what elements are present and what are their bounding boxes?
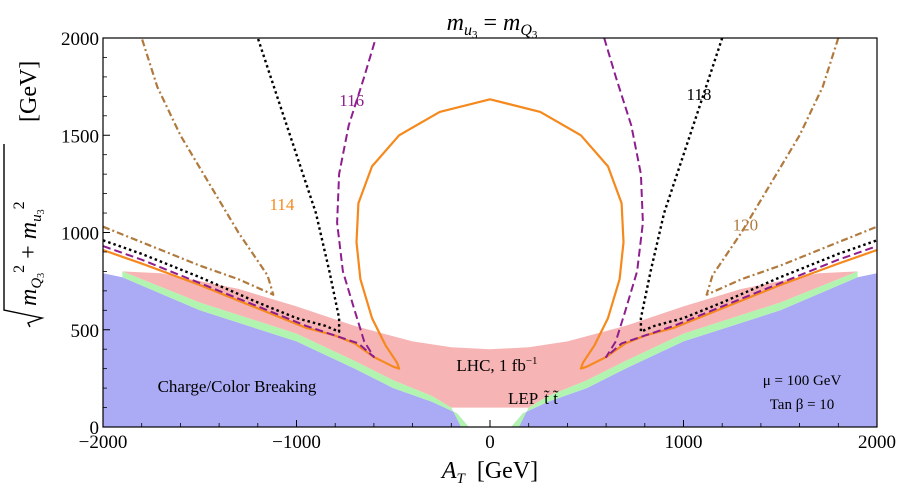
x-tick-label: 1000 <box>665 432 703 453</box>
contours-layer: 114 116 118 120 <box>102 37 878 370</box>
title-rhs-sub: Q <box>520 22 532 39</box>
x-axis-symbol: A <box>440 458 457 484</box>
contour-label-116: 116 <box>339 91 364 110</box>
title-rhs: m <box>503 10 520 36</box>
title-lhs-sub: u <box>464 22 472 39</box>
chart-title: mu3 = mQ3 <box>447 10 538 41</box>
y-axis-term1-sq: 2 <box>11 265 28 273</box>
x-axis-unit: [GeV] <box>465 458 538 484</box>
y-axis-term2-sub: u <box>29 214 45 222</box>
regions-layer <box>103 271 877 427</box>
contour-label-114: 114 <box>270 195 295 214</box>
x-axis-sub: T <box>457 471 467 486</box>
y-axis-term2: m <box>16 222 42 239</box>
y-axis-term1: m <box>16 289 42 306</box>
y-axis-plus: + <box>16 239 42 265</box>
x-tick-label: −2000 <box>79 432 128 453</box>
x-axis-label: AT [GeV] <box>440 458 538 486</box>
y-axis-unit: [GeV] <box>16 61 42 122</box>
contour-120-line-1 <box>102 37 275 296</box>
y-axis-label: mQ32 + mu32 [GeV] <box>3 61 47 328</box>
contour-118-line-2 <box>639 37 878 333</box>
contour-label-118: 118 <box>687 85 712 104</box>
contour-118-line-1 <box>102 37 341 333</box>
title-lhs-subsub: 3 <box>472 29 478 41</box>
contour-label-120: 120 <box>733 216 759 235</box>
y-axis-term1-sub: Q <box>29 278 45 289</box>
y-axis-formula: mQ32 + mu32 <box>11 201 47 306</box>
y-tick-label: 0 <box>90 418 100 439</box>
title-eq: = <box>477 10 503 36</box>
contour-116-line-1 <box>102 37 377 358</box>
region-label-ccb: Charge/Color Breaking <box>158 377 317 396</box>
y-tick-label: 1500 <box>61 126 99 147</box>
region-label-lhc: LHC, 1 fb−1 <box>456 355 537 375</box>
annotation-mu: μ = 100 GeV <box>763 373 842 389</box>
region-label-lep-tt: t̃ t̃ <box>544 389 559 408</box>
region-label-lhc-sup: −1 <box>526 355 538 367</box>
y-axis-term2-sq: 2 <box>11 201 28 209</box>
x-tick-label: 2000 <box>858 432 896 453</box>
x-tick-label: 0 <box>485 432 495 453</box>
y-tick-label: 500 <box>71 321 100 342</box>
title-rhs-subsub: 3 <box>532 29 538 41</box>
ticks-layer: −2000 −1000 0 1000 2000 0 500 1000 1500 2000 <box>61 29 896 453</box>
contour-114-line-1 <box>102 98 878 370</box>
ccb-region <box>103 273 877 427</box>
y-tick-label: 1000 <box>61 224 99 245</box>
annotation-tanb: Tan β = 10 <box>770 397 835 413</box>
title-lhs: m <box>447 10 464 36</box>
x-tick-label: −1000 <box>272 432 321 453</box>
lhc-region <box>122 271 858 408</box>
y-axis-term1-subsub: 3 <box>36 273 47 278</box>
contour-120-line-2 <box>705 37 878 296</box>
y-tick-label: 2000 <box>61 29 99 50</box>
region-label-lep-main: LEP <box>508 389 538 408</box>
y-axis-term2-subsub: 3 <box>36 209 47 214</box>
y-axis-sqrt-sign <box>3 144 45 328</box>
region-label-lhc-main: LHC, 1 fb <box>456 356 525 375</box>
region-label-lep: LEP t̃ t̃ <box>508 389 559 408</box>
